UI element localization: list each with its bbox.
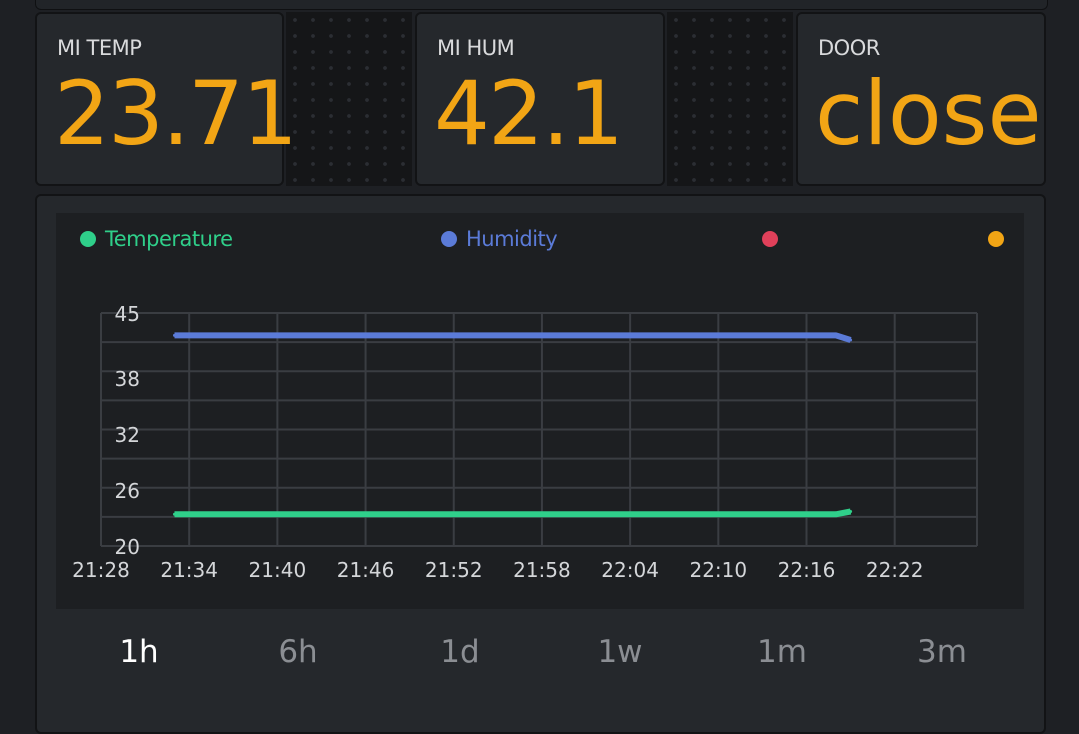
data-point-temperature <box>849 510 853 514</box>
data-point-humidity <box>540 333 544 337</box>
y-tick-label: 20 <box>115 535 140 559</box>
data-point-humidity <box>408 333 412 337</box>
empty-grid-area <box>286 12 412 186</box>
data-point-humidity <box>834 333 838 337</box>
temperature-value-widget[interactable]: MI TEMP 23.71 <box>35 12 298 186</box>
y-tick-label: 26 <box>115 479 140 503</box>
x-tick-label: 21:52 <box>425 558 483 582</box>
legend-dot-red <box>762 231 778 247</box>
x-tick-label: 21:34 <box>160 558 218 582</box>
y-tick-label: 38 <box>115 367 140 391</box>
legend-dot-temperature <box>80 231 96 247</box>
data-point-temperature <box>834 512 838 516</box>
period-button-6h[interactable]: 6h <box>278 634 318 670</box>
x-tick-label: 21:28 <box>72 558 130 582</box>
data-point-temperature <box>805 512 809 516</box>
y-tick-label: 45 <box>115 302 140 326</box>
data-point-temperature <box>540 512 544 516</box>
data-point-humidity <box>716 333 720 337</box>
data-point-humidity <box>805 333 809 337</box>
series-line-temperature <box>174 508 852 518</box>
period-button-3m[interactable]: 3m <box>917 634 967 670</box>
legend-item-humidity[interactable]: Humidity <box>441 227 558 251</box>
data-point-humidity <box>364 333 368 337</box>
legend-item-red[interactable] <box>762 227 778 251</box>
chart-plot-area[interactable] <box>56 213 1024 609</box>
period-button-1d[interactable]: 1d <box>440 634 480 670</box>
data-point-humidity <box>849 338 853 342</box>
legend-item-temperature[interactable]: Temperature <box>80 227 233 251</box>
door-status-widget[interactable]: DOOR close <box>796 12 1046 186</box>
y-tick-label: 32 <box>115 423 140 447</box>
x-tick-label: 22:10 <box>689 558 747 582</box>
data-point-temperature <box>172 512 176 516</box>
temperature-widget-label: MI TEMP <box>57 36 142 60</box>
period-button-1m[interactable]: 1m <box>757 634 807 670</box>
x-tick-label: 22:16 <box>778 558 836 582</box>
legend-label-humidity: Humidity <box>466 227 558 251</box>
x-tick-label: 22:04 <box>601 558 659 582</box>
data-point-temperature <box>628 512 632 516</box>
top-widget-strip <box>35 0 1048 10</box>
humidity-widget-label: MI HUM <box>437 36 515 60</box>
data-point-humidity <box>555 333 559 337</box>
data-point-temperature <box>408 512 412 516</box>
legend-dot-orange <box>988 231 1004 247</box>
data-point-humidity <box>628 333 632 337</box>
period-button-1h[interactable]: 1h <box>119 634 159 670</box>
x-tick-label: 21:46 <box>337 558 395 582</box>
door-widget-label: DOOR <box>818 36 880 60</box>
x-tick-label: 21:40 <box>249 558 307 582</box>
door-widget-value: close <box>815 62 1042 165</box>
legend-label-temperature: Temperature <box>105 227 233 251</box>
legend-item-orange[interactable] <box>988 227 1004 251</box>
data-point-temperature <box>364 512 368 516</box>
temperature-widget-value: 23.71 <box>54 62 298 165</box>
humidity-widget-value: 42.1 <box>434 62 624 165</box>
empty-grid-area <box>667 12 793 186</box>
legend-dot-humidity <box>441 231 457 247</box>
data-point-temperature <box>716 512 720 516</box>
humidity-value-widget[interactable]: MI HUM 42.1 <box>415 12 665 186</box>
x-tick-label: 22:22 <box>866 558 924 582</box>
data-point-temperature <box>555 512 559 516</box>
period-button-1w[interactable]: 1w <box>597 634 643 670</box>
series-line-humidity <box>174 332 852 343</box>
data-point-humidity <box>172 333 176 337</box>
x-tick-label: 21:58 <box>513 558 571 582</box>
